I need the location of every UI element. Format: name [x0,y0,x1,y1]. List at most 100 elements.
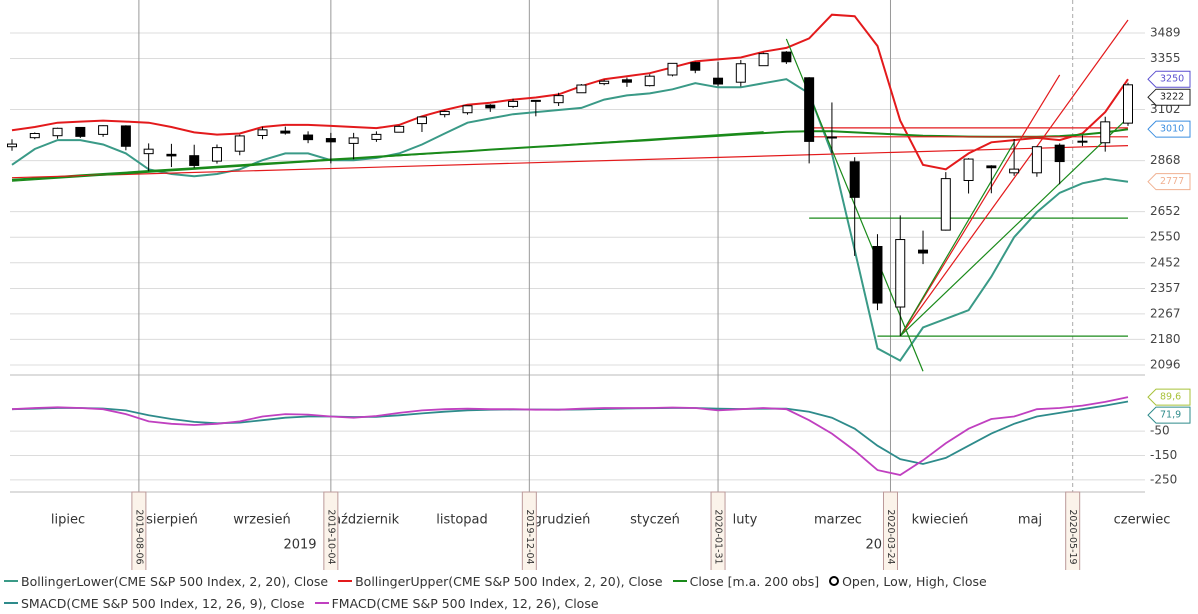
legend-label: SMACD(CME S&P 500 Index, 12, 26, 9), Clo… [21,595,305,611]
trend-line [899,74,1061,337]
x-tick-label: kwiecień [912,513,969,528]
candle-body [371,133,382,140]
legend-label: Open, Low, High, Close [842,573,987,589]
x-tick-label: marzec [814,513,862,528]
legend: BollingerLower(CME S&P 500 Index, 2, 20)… [4,570,1194,614]
x-tick-label: lipiec [51,513,85,528]
legend-item: SMACD(CME S&P 500 Index, 12, 26, 9), Clo… [4,596,305,611]
trend-line [11,131,764,182]
candle-body [166,153,177,157]
date-marker-label: 2020-03-24 [885,509,896,564]
legend-swatch [4,580,18,582]
candle-body [189,155,200,166]
chart: 3489335531022868265225502452235722672180… [7,0,1191,583]
candle-body [120,125,131,147]
legend-row: SMACD(CME S&P 500 Index, 12, 26, 9), Clo… [4,592,1194,614]
value-marker-label: 71,9 [1160,410,1181,421]
candle-body [1100,121,1111,144]
y-tick-label: 2652 [1150,204,1181,218]
trend-line [899,117,1129,337]
candle-body [986,165,997,169]
date-marker-label: 2019-10-04 [325,509,336,564]
candle-body [75,126,86,137]
candle-body [348,137,359,144]
date-marker-label: 2019-12-04 [524,509,535,564]
x-tick-label: październik [325,513,400,528]
value-marker-label: 3010 [1160,124,1184,135]
value-marker-label: 2777 [1160,176,1184,187]
y-tick-label: 3355 [1150,51,1181,65]
x-tick-label: maj [1018,513,1042,528]
legend-row: BollingerLower(CME S&P 500 Index, 2, 20)… [4,570,1194,592]
value-marker [1147,173,1191,191]
year-label: 2019 [283,538,316,553]
candle-body [7,143,17,148]
legend-swatch [672,580,687,582]
candle-body [826,136,837,139]
candle-body [758,53,769,67]
date-marker-label: 2020-01-31 [713,509,724,564]
candle-body [895,239,906,308]
legend-item: FMACD(CME S&P 500 Index, 12, 26), Close [314,595,599,611]
candle-body [735,63,746,83]
candle-body [29,133,40,139]
x-tick-label: grudzień [534,513,591,528]
legend-swatch [4,602,18,604]
value-marker-label: 3250 [1160,74,1184,85]
indicator-line [11,400,1129,465]
candle-body [416,116,427,125]
legend-item: BollingerUpper(CME S&P 500 Index, 2, 20)… [338,574,663,589]
value-marker [1147,88,1191,106]
candle-body [621,79,632,83]
candle-body [690,62,701,71]
x-tick-label: styczeń [630,513,680,528]
legend-item: BollingerLower(CME S&P 500 Index, 2, 20)… [4,574,328,589]
candle-body [143,148,154,155]
candle-body [940,178,951,231]
candle-body [599,80,610,85]
legend-label: BollingerUpper(CME S&P 500 Index, 2, 20)… [355,573,663,589]
candle-body [1123,84,1133,124]
y-tick-label: 3489 [1150,25,1181,39]
candle-body [918,249,929,254]
legend-swatch [314,602,329,604]
legend-swatch [829,576,840,586]
legend-label: FMACD(CME S&P 500 Index, 12, 26), Close [331,595,599,611]
candle-body [1054,144,1065,163]
date-marker-label: 2020-05-19 [1067,509,1078,564]
x-tick-label: listopad [436,513,488,528]
candle-body [1077,140,1088,143]
y-tick-label: 2180 [1150,332,1181,346]
y-tick-label: -250 [1150,472,1177,486]
legend-item: Close [m.a. 200 obs] [672,573,820,589]
candle-body [872,245,883,304]
candle-body [508,100,519,107]
value-marker [1147,120,1191,138]
candle-body [439,110,450,116]
candle-body [849,161,860,198]
y-tick-label: 2868 [1150,153,1181,167]
legend-label: Close [m.a. 200 obs] [689,573,820,589]
candle-body [211,147,222,162]
legend-item: Open, Low, High, Close [829,574,987,589]
value-marker [1147,70,1191,88]
value-marker [1147,388,1191,406]
x-tick-label: sierpień [146,513,198,528]
trend-line [899,141,1015,337]
y-tick-label: 2267 [1150,306,1181,320]
candle-body [553,95,564,104]
value-marker-label: 3222 [1160,92,1184,103]
candle-body [804,77,815,142]
candle-body [52,127,63,137]
candle-body [325,138,336,143]
candle-body [462,105,473,114]
y-tick-label: -150 [1150,448,1177,462]
candle-body [963,158,974,181]
candle-body [280,130,291,134]
candle-body [303,134,314,141]
y-tick-label: -50 [1150,424,1170,438]
x-tick-label: luty [733,513,758,528]
candle-body [394,125,405,133]
y-tick-label: 2452 [1150,255,1181,269]
